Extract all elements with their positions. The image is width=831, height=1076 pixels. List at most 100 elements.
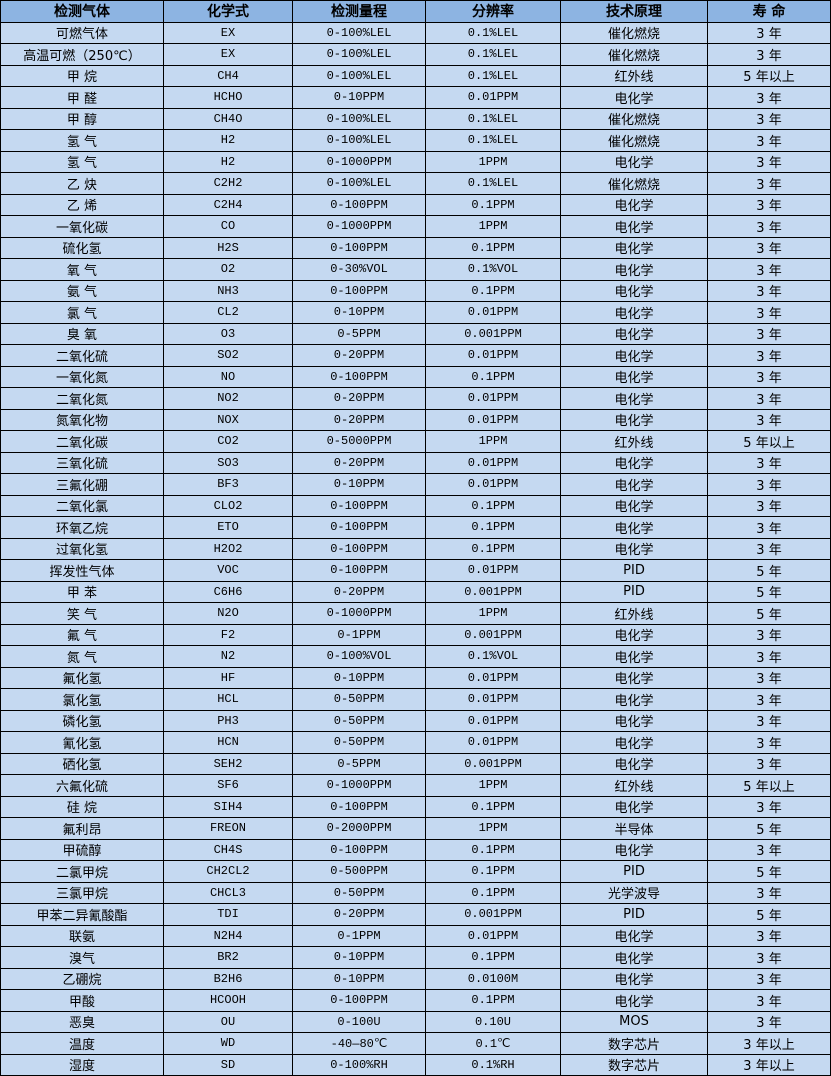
cell-lifetime: 3 年以上	[707, 1032, 831, 1055]
cell-formula: BR2	[163, 946, 293, 969]
table-row: 氯 气 CL2 0-10PPM 0.01PPM 电化学 3 年	[0, 301, 831, 324]
cell-lifetime: 5 年	[707, 903, 831, 926]
cell-resolution: 0.01PPM	[425, 924, 561, 947]
table-row: 磷化氢 PH3 0-50PPM 0.01PPM 电化学 3 年	[0, 709, 831, 732]
cell-formula: HCHO	[163, 86, 293, 109]
cell-lifetime: 3 年	[707, 150, 831, 173]
cell-resolution: 0.1PPM	[425, 881, 561, 904]
column-header-lifetime: 寿 命	[707, 0, 831, 23]
cell-lifetime: 3 年	[707, 408, 831, 431]
table-row: 乙 炔 C2H2 0-100%LEL 0.1%LEL 催化燃烧 3 年	[0, 172, 831, 195]
cell-principle: 数字芯片	[560, 1053, 708, 1076]
cell-range: 0-1000PPM	[292, 602, 426, 625]
cell-resolution: 0.01PPM	[425, 301, 561, 324]
cell-lifetime: 5 年以上	[707, 430, 831, 453]
cell-gas-name: 二氯甲烷	[0, 860, 164, 883]
cell-lifetime: 3 年	[707, 43, 831, 66]
cell-gas-name: 笑 气	[0, 602, 164, 625]
cell-formula: CLO2	[163, 494, 293, 517]
cell-gas-name: 乙 炔	[0, 172, 164, 195]
table-row: 甲苯二异氰酸酯 TDI 0-20PPM 0.001PPM PID 5 年	[0, 903, 831, 926]
cell-principle: 电化学	[560, 344, 708, 367]
cell-principle: 电化学	[560, 494, 708, 517]
cell-formula: FREON	[163, 817, 293, 840]
cell-principle: 电化学	[560, 688, 708, 711]
cell-lifetime: 3 年	[707, 215, 831, 238]
cell-formula: HCN	[163, 731, 293, 754]
table-row: 二氧化硫 SO2 0-20PPM 0.01PPM 电化学 3 年	[0, 344, 831, 367]
cell-range: 0-100PPM	[292, 279, 426, 302]
column-header-range: 检测量程	[292, 0, 426, 23]
cell-range: 0-100PPM	[292, 838, 426, 861]
cell-resolution: 0.1PPM	[425, 236, 561, 259]
table-row: 氧 气 O2 0-30%VOL 0.1%VOL 电化学 3 年	[0, 258, 831, 281]
cell-formula: SD	[163, 1053, 293, 1076]
cell-resolution: 0.1%VOL	[425, 258, 561, 281]
cell-principle: 半导体	[560, 817, 708, 840]
cell-gas-name: 二氧化硫	[0, 344, 164, 367]
cell-gas-name: 甲 醇	[0, 107, 164, 130]
cell-gas-name: 一氧化碳	[0, 215, 164, 238]
cell-gas-name: 二氧化氮	[0, 387, 164, 410]
cell-formula: VOC	[163, 559, 293, 582]
cell-range: 0-50PPM	[292, 731, 426, 754]
column-header-formula: 化学式	[163, 0, 293, 23]
cell-lifetime: 3 年	[707, 129, 831, 152]
cell-range: 0-10PPM	[292, 86, 426, 109]
table-row: 甲硫醇 CH4S 0-100PPM 0.1PPM 电化学 3 年	[0, 838, 831, 861]
cell-principle: 电化学	[560, 86, 708, 109]
cell-resolution: 0.0100M	[425, 967, 561, 990]
table-row: 氨 气 NH3 0-100PPM 0.1PPM 电化学 3 年	[0, 279, 831, 302]
table-row: 甲 醇 CH4O 0-100%LEL 0.1%LEL 催化燃烧 3 年	[0, 107, 831, 130]
cell-lifetime: 5 年	[707, 559, 831, 582]
cell-gas-name: 氧 气	[0, 258, 164, 281]
cell-formula: CH2CL2	[163, 860, 293, 883]
cell-gas-name: 磷化氢	[0, 709, 164, 732]
cell-lifetime: 5 年	[707, 817, 831, 840]
cell-range: 0-100PPM	[292, 537, 426, 560]
cell-range: 0-20PPM	[292, 580, 426, 603]
cell-range: 0-5000PPM	[292, 430, 426, 453]
cell-formula: H2S	[163, 236, 293, 259]
table-header-row: 检测气体 化学式 检测量程 分辨率 技术原理寿 命	[0, 0, 831, 23]
cell-gas-name: 硅 烷	[0, 795, 164, 818]
table-row: 恶臭 OU 0-100U 0.10U MOS 3 年	[0, 1010, 831, 1033]
cell-formula: CO	[163, 215, 293, 238]
cell-formula: CHCL3	[163, 881, 293, 904]
cell-resolution: 0.001PPM	[425, 322, 561, 345]
cell-principle: 电化学	[560, 537, 708, 560]
cell-lifetime: 3 年	[707, 322, 831, 345]
cell-lifetime: 3 年	[707, 924, 831, 947]
table-row: 可燃气体 EX 0-100%LEL 0.1%LEL 催化燃烧 3 年	[0, 21, 831, 44]
cell-range: 0-500PPM	[292, 860, 426, 883]
table-row: 臭 氧 O3 0-5PPM 0.001PPM 电化学 3 年	[0, 322, 831, 345]
cell-range: 0-100U	[292, 1010, 426, 1033]
cell-resolution: 0.01PPM	[425, 688, 561, 711]
cell-lifetime: 3 年	[707, 365, 831, 388]
cell-lifetime: 3 年	[707, 107, 831, 130]
table-row: 一氧化氮 NO 0-100PPM 0.1PPM 电化学 3 年	[0, 365, 831, 388]
cell-formula: H2	[163, 150, 293, 173]
cell-resolution: 0.001PPM	[425, 580, 561, 603]
cell-lifetime: 3 年	[707, 946, 831, 969]
cell-gas-name: 氰化氢	[0, 731, 164, 754]
cell-gas-name: 氟 气	[0, 623, 164, 646]
cell-range: 0-50PPM	[292, 881, 426, 904]
cell-resolution: 0.01PPM	[425, 408, 561, 431]
cell-gas-name: 二氧化碳	[0, 430, 164, 453]
cell-principle: 电化学	[560, 924, 708, 947]
table-row: 联氨 N2H4 0-1PPM 0.01PPM 电化学 3 年	[0, 924, 831, 947]
cell-resolution: 0.1PPM	[425, 989, 561, 1012]
cell-range: 0-20PPM	[292, 903, 426, 926]
cell-gas-name: 联氨	[0, 924, 164, 947]
cell-lifetime: 3 年	[707, 967, 831, 990]
cell-formula: N2H4	[163, 924, 293, 947]
cell-range: 0-10PPM	[292, 301, 426, 324]
cell-lifetime: 3 年	[707, 795, 831, 818]
cell-formula: TDI	[163, 903, 293, 926]
cell-resolution: 0.01PPM	[425, 387, 561, 410]
cell-principle: 电化学	[560, 516, 708, 539]
cell-lifetime: 3 年	[707, 236, 831, 259]
cell-lifetime: 3 年	[707, 279, 831, 302]
cell-range: 0-5PPM	[292, 752, 426, 775]
